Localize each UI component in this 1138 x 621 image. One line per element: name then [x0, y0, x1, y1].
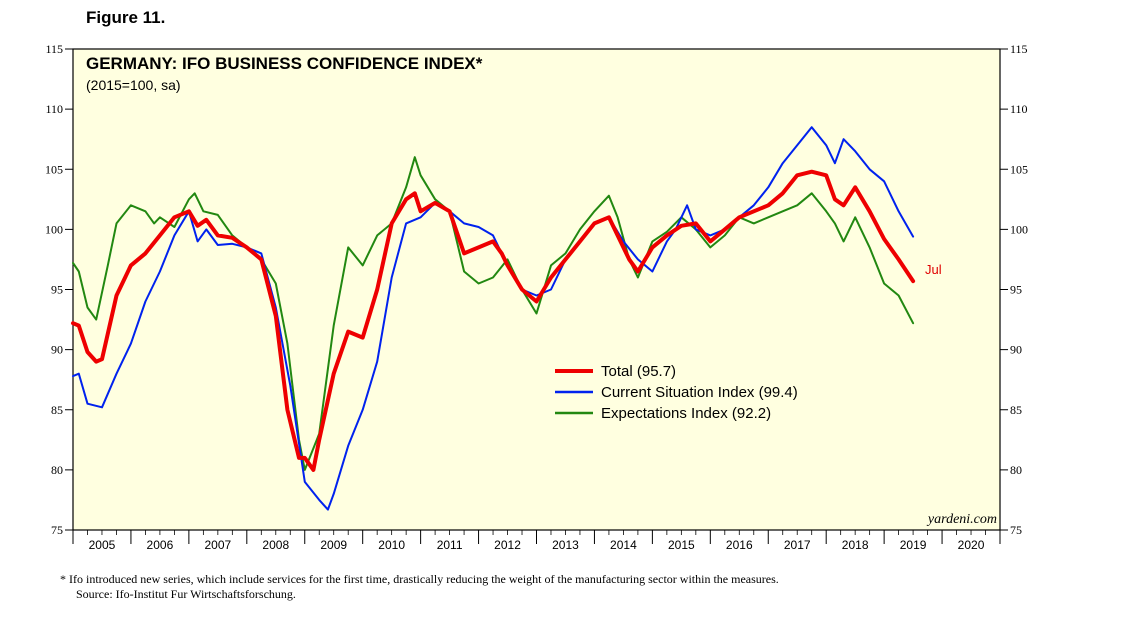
y-tick-label-right: 75	[1010, 523, 1022, 537]
y-tick-label-left: 95	[51, 283, 63, 297]
x-tick-label: 2010	[378, 538, 405, 552]
legend-expectations-label: Expectations Index (92.2)	[601, 405, 771, 422]
y-tick-label-right: 90	[1010, 343, 1022, 357]
y-tick-label-right: 105	[1010, 162, 1028, 176]
x-tick-label: 2005	[89, 538, 116, 552]
figure-label: Figure 11.	[86, 8, 166, 27]
x-tick-label: 2013	[552, 538, 579, 552]
x-tick-label: 2019	[900, 538, 927, 552]
y-tick-label-left: 75	[51, 523, 63, 537]
x-tick-label: 2016	[726, 538, 753, 552]
x-tick-label: 2007	[204, 538, 231, 552]
watermark: yardeni.com	[926, 512, 997, 527]
x-tick-label: 2020	[958, 538, 985, 552]
plot-area	[72, 48, 1001, 531]
x-tick-label: 2011	[437, 538, 463, 552]
current-situation-line	[72, 126, 915, 511]
y-tick-label-left: 85	[51, 403, 63, 417]
y-tick-label-left: 90	[51, 343, 63, 357]
y-tick-label-left: 100	[45, 222, 63, 236]
footnote-note: * Ifo introduced new series, which inclu…	[60, 572, 779, 586]
y-tick-label-left: 110	[45, 102, 63, 116]
x-tick-label: 2012	[494, 538, 521, 552]
legend-current-situation-label: Current Situation Index (99.4)	[601, 384, 798, 401]
legend: Total (95.7) Current Situation Index (99.…	[555, 363, 798, 422]
y-tick-label-right: 85	[1010, 403, 1022, 417]
footnote-source: Source: Ifo-Institut Fur Wirtschaftsfors…	[76, 587, 296, 601]
x-tick-label: 2014	[610, 538, 637, 552]
x-tick-label: 2018	[842, 538, 869, 552]
y-tick-label-right: 100	[1010, 222, 1028, 236]
y-tick-label-left: 105	[45, 162, 63, 176]
chart-subtitle: (2015=100, sa)	[86, 77, 181, 93]
y-tick-label-right: 80	[1010, 463, 1022, 477]
x-tick-label: 2017	[784, 538, 811, 552]
x-tick-label: 2009	[320, 538, 347, 552]
x-tick-label: 2008	[262, 538, 289, 552]
x-tick-label: 2015	[668, 538, 695, 552]
chart-title: GERMANY: IFO BUSINESS CONFIDENCE INDEX*	[86, 54, 483, 73]
y-tick-label-right: 110	[1010, 102, 1028, 116]
end-label: Jul	[925, 262, 942, 277]
legend-total-label: Total (95.7)	[601, 363, 676, 380]
y-tick-label-left: 115	[45, 42, 63, 56]
chart: 75 75 80 80 85 85 90 90 95 95 100 100 105 105 110 110 11…	[45, 42, 1028, 552]
total-line	[71, 169, 916, 472]
y-tick-label-right: 115	[1010, 42, 1028, 56]
footnote: * Ifo introduced new series, which inclu…	[60, 572, 779, 602]
y-tick-label-left: 80	[51, 463, 63, 477]
x-tick-label: 2006	[147, 538, 174, 552]
expectations-line	[72, 156, 915, 471]
y-tick-label-right: 95	[1010, 283, 1022, 297]
